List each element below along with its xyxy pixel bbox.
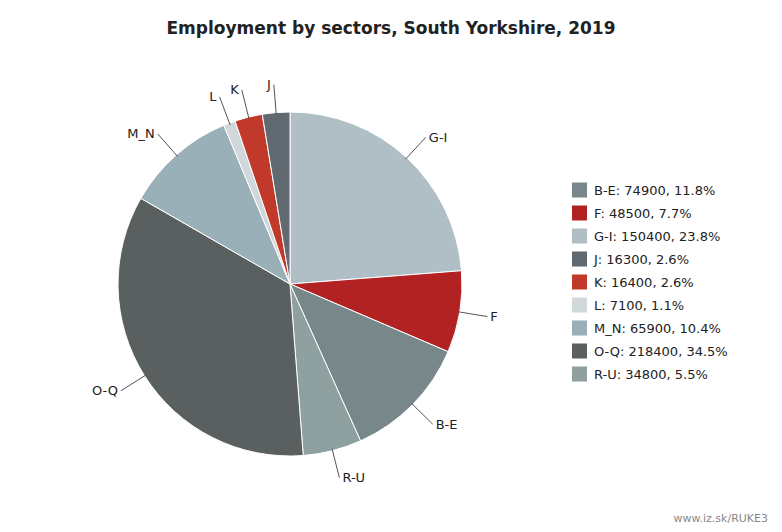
- legend-swatch: [572, 298, 587, 313]
- legend-label: G-I: 150400, 23.8%: [594, 229, 720, 244]
- legend: B-E: 74900, 11.8% F: 48500, 7.7% G-I: 1504…: [572, 183, 728, 383]
- legend-swatch: [572, 367, 587, 382]
- legend-label: J: 16300, 2.6%: [593, 252, 689, 267]
- slice-label: K: [230, 82, 239, 97]
- chart-svg: Employment by sectors, South Yorkshire, …: [0, 0, 782, 532]
- background: [0, 0, 782, 532]
- slice-label: J: [266, 77, 271, 92]
- legend-label: M_N: 65900, 10.4%: [594, 321, 721, 336]
- slice-label: R-U: [342, 470, 365, 485]
- label-leader: [121, 375, 146, 391]
- legend-label: O-Q: 218400, 34.5%: [594, 344, 728, 359]
- label-leader: [405, 137, 425, 159]
- label-leader: [242, 90, 249, 119]
- label-leader: [274, 85, 276, 115]
- chart-container: Employment by sectors, South Yorkshire, …: [0, 0, 782, 532]
- slice-label: B-E: [436, 417, 458, 432]
- legend-label: B-E: 74900, 11.8%: [594, 183, 715, 198]
- pie-slice: [262, 112, 290, 284]
- legend-swatch: [572, 229, 587, 244]
- legend-swatch: [572, 206, 587, 221]
- slice-label: G-I: [429, 130, 448, 145]
- legend-swatch: [572, 183, 587, 198]
- legend-swatch: [572, 275, 587, 290]
- label-leader: [158, 134, 178, 157]
- legend-label: F: 48500, 7.7%: [594, 206, 692, 221]
- legend-swatch: [572, 252, 587, 267]
- slice-labels: G-I F B-E R-U O-Q M_N LK J: [92, 77, 498, 485]
- legend-label: K: 16400, 2.6%: [594, 275, 694, 290]
- legend-label: R-U: 34800, 5.5%: [594, 367, 708, 382]
- slices: [118, 112, 462, 456]
- pie-slice: [290, 112, 461, 284]
- label-leader: [220, 97, 231, 125]
- watermark: www.iz.sk/RUKE3: [674, 512, 768, 525]
- slice-label: O-Q: [92, 383, 118, 398]
- legend-swatch: [572, 321, 587, 336]
- label-leader: [458, 312, 488, 317]
- slice-label: M_N: [127, 126, 154, 141]
- label-leader: [411, 403, 432, 424]
- label-leader: [332, 449, 339, 478]
- slice-label: L: [209, 89, 217, 104]
- title: Employment by sectors, South Yorkshire, …: [167, 18, 616, 38]
- legend-label: L: 7100, 1.1%: [594, 298, 684, 313]
- legend-swatch: [572, 344, 587, 359]
- slice-label: F: [490, 309, 497, 324]
